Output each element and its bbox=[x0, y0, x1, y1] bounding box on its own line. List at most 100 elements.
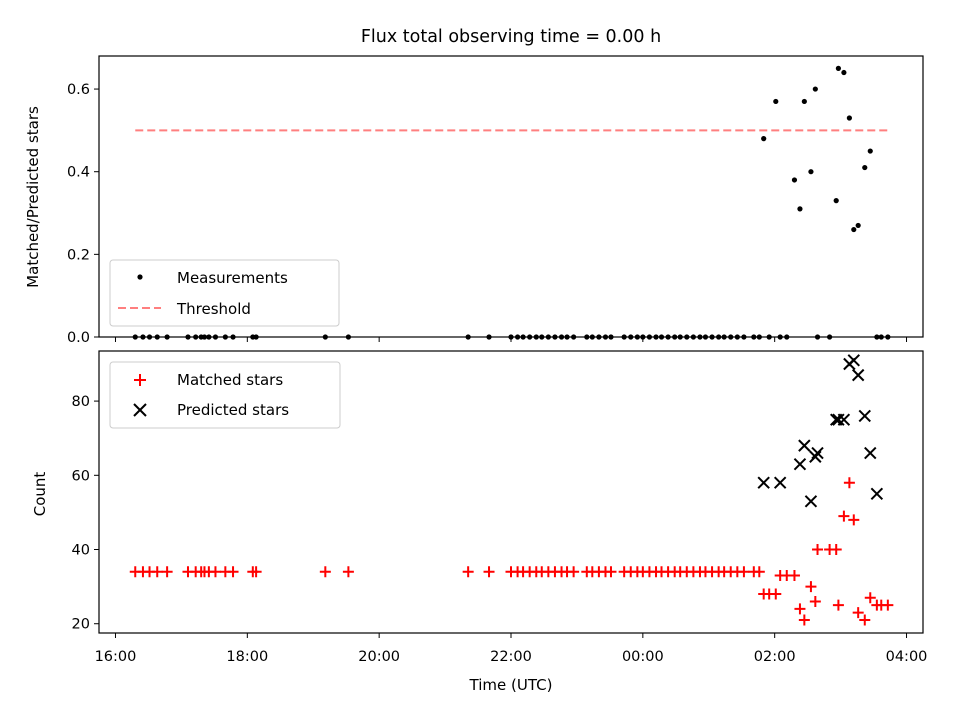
measurement-point bbox=[527, 334, 533, 340]
matched-star-point bbox=[209, 566, 221, 578]
measurement-point bbox=[653, 334, 659, 340]
count-panel: 20 40 60 80 16:00 18:00 20:00 22:00 00:00 02:00 0… bbox=[31, 350, 927, 694]
measurement-point bbox=[862, 164, 868, 171]
count-y-tick-label: 40 bbox=[72, 543, 90, 559]
measurement-point bbox=[697, 334, 703, 340]
measurement-point bbox=[212, 334, 219, 340]
measurement-point bbox=[677, 334, 683, 340]
predicted-star-point bbox=[809, 450, 822, 463]
measurement-point bbox=[533, 334, 539, 340]
x-axis-label: Time (UTC) bbox=[469, 676, 553, 694]
measurement-point bbox=[814, 334, 821, 340]
measurement-point bbox=[253, 334, 259, 340]
measurement-point bbox=[640, 334, 646, 340]
predicted-star-point bbox=[773, 476, 787, 489]
measurement-point bbox=[709, 334, 715, 340]
measurement-point bbox=[564, 334, 570, 340]
count-x-ticks: 16:00 18:00 20:00 22:00 00:00 02:00 04:00 bbox=[95, 633, 927, 665]
count-y-tick-label: 20 bbox=[72, 617, 90, 633]
count-y-tick-label: 80 bbox=[72, 394, 90, 410]
count-y-axis-label: Count bbox=[31, 472, 49, 517]
measurement-point bbox=[851, 226, 857, 233]
measurement-point bbox=[874, 334, 880, 340]
ratio-marks bbox=[132, 65, 891, 340]
matched-star-point bbox=[843, 477, 855, 489]
x-tick-label: 20:00 bbox=[358, 649, 400, 665]
measurement-point bbox=[602, 334, 609, 340]
count-y-tick-label: 60 bbox=[72, 468, 90, 484]
predicted-star-point bbox=[798, 439, 811, 452]
ratio-y-axis-label: Matched/Predicted stars bbox=[24, 106, 42, 288]
ratio-legend: Measurements Threshold bbox=[109, 259, 340, 327]
measurement-point bbox=[628, 334, 634, 340]
measurement-point bbox=[514, 334, 521, 340]
measurement-point bbox=[322, 334, 328, 340]
measurement-point bbox=[690, 334, 696, 340]
measurement-point bbox=[658, 334, 665, 340]
x-tick-label: 02:00 bbox=[754, 649, 796, 665]
legend-measurements-label: Measurements bbox=[177, 269, 288, 287]
measurement-point bbox=[185, 334, 191, 340]
measurement-point bbox=[132, 334, 138, 340]
measurement-point bbox=[571, 334, 577, 340]
legend-predicted-marker bbox=[133, 403, 147, 417]
matched-star-point bbox=[882, 599, 894, 611]
ratio-legend-box bbox=[109, 259, 340, 327]
measurement-point bbox=[508, 334, 514, 340]
measurement-point bbox=[846, 115, 852, 121]
matched-star-point bbox=[738, 566, 750, 578]
matched-star-point bbox=[770, 588, 782, 600]
measurement-point bbox=[777, 334, 783, 340]
matched-star-point bbox=[798, 614, 810, 626]
x-tick-label: 18:00 bbox=[226, 649, 268, 665]
matched-star-point bbox=[753, 566, 765, 578]
measurement-point bbox=[672, 334, 678, 340]
predicted-star-point bbox=[793, 457, 807, 471]
measurement-point bbox=[808, 169, 814, 175]
matched-star-point bbox=[483, 566, 495, 578]
predicted-star-point bbox=[811, 446, 824, 460]
chart-title: Flux total observing time = 0.00 h bbox=[361, 27, 661, 47]
matched-star-point bbox=[568, 566, 580, 578]
measurement-point bbox=[855, 222, 861, 229]
measurement-point bbox=[230, 334, 236, 340]
measurement-point bbox=[206, 334, 212, 340]
matched-star-point bbox=[812, 544, 824, 556]
matched-star-point bbox=[809, 595, 821, 607]
measurement-point bbox=[812, 86, 818, 92]
matched-star-point bbox=[788, 569, 800, 581]
measurement-point bbox=[140, 334, 146, 340]
measurement-point bbox=[841, 69, 847, 76]
measurement-point bbox=[734, 334, 740, 340]
ratio-y-tick-label: 0.2 bbox=[67, 247, 90, 263]
x-tick-label: 16:00 bbox=[95, 649, 137, 665]
measurement-point bbox=[801, 98, 807, 105]
matched-star-point bbox=[342, 566, 354, 578]
measurement-point bbox=[721, 334, 727, 340]
predicted-star-point bbox=[851, 368, 865, 382]
measurement-point bbox=[545, 334, 551, 340]
measurement-point bbox=[797, 206, 803, 212]
measurement-point bbox=[589, 334, 595, 340]
legend-threshold-label: Threshold bbox=[176, 300, 251, 318]
measurement-point bbox=[751, 334, 757, 340]
x-tick-label: 22:00 bbox=[490, 649, 532, 665]
x-tick-label: 00:00 bbox=[622, 649, 664, 665]
measurement-point bbox=[835, 65, 842, 71]
measurement-point bbox=[833, 198, 839, 204]
matched-star-point bbox=[864, 592, 876, 604]
matched-star-point bbox=[161, 566, 173, 578]
count-legend: Matched stars Predicted stars bbox=[109, 361, 341, 429]
matched-star-point bbox=[605, 566, 617, 578]
predicted-star-point bbox=[757, 476, 770, 489]
matched-star-point bbox=[319, 566, 331, 578]
ratio-y-tick-label: 0.0 bbox=[67, 330, 90, 346]
matched-star-point bbox=[227, 566, 239, 578]
matched-star-point bbox=[859, 614, 871, 626]
measurement-point bbox=[193, 334, 199, 340]
measurement-point bbox=[345, 334, 351, 340]
matched-star-point bbox=[848, 514, 860, 526]
matched-star-point bbox=[794, 603, 806, 615]
matched-star-point bbox=[852, 607, 864, 619]
measurement-point bbox=[146, 334, 153, 340]
